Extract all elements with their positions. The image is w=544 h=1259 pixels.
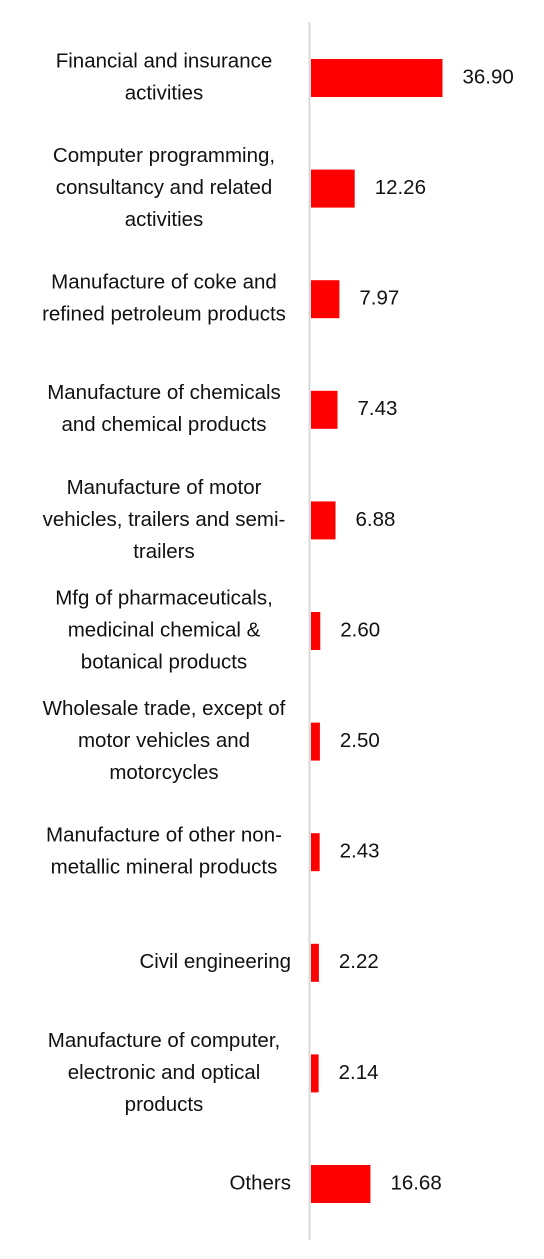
bar — [311, 280, 340, 319]
bars-group — [311, 59, 443, 1203]
category-label: Others — [229, 1171, 291, 1194]
category-label: Civil engineering — [139, 950, 291, 973]
value-label: 2.14 — [339, 1061, 379, 1084]
value-label: 6.88 — [356, 508, 396, 531]
value-label: 36.90 — [463, 65, 514, 88]
category-label-line: medicinal chemical & — [68, 618, 261, 641]
category-label-line: electronic and optical — [68, 1061, 261, 1084]
category-label-line: activities — [125, 208, 204, 231]
category-label-line: and chemical products — [61, 413, 266, 436]
category-label: Manufacture of computer, electronic and o… — [48, 1029, 280, 1116]
value-label: 2.22 — [339, 950, 379, 973]
category-label-line: Financial and insurance — [56, 49, 273, 72]
category-label: Wholesale trade, except of motor vehicles… — [43, 697, 286, 784]
category-label-line: Civil engineering — [139, 950, 291, 973]
category-label: Financial and insurance activities — [56, 49, 273, 104]
category-label-line: trailers — [133, 540, 195, 563]
bar — [311, 1054, 319, 1093]
category-label-line: Manufacture of computer, — [48, 1029, 280, 1052]
bar — [311, 169, 355, 208]
bar — [311, 722, 320, 761]
category-label-line: Wholesale trade, except of — [43, 697, 286, 720]
bar — [311, 612, 321, 650]
category-label-line: Manufacture of other non- — [46, 824, 282, 847]
category-label-line: vehicles, trailers and semi- — [43, 508, 286, 531]
category-label-line: motor vehicles and — [78, 729, 250, 752]
bar — [311, 59, 443, 97]
category-label-line: Manufacture of motor — [67, 476, 262, 499]
value-label: 7.43 — [357, 397, 397, 420]
value-label: 2.60 — [340, 618, 380, 641]
value-label: 12.26 — [375, 176, 426, 199]
bar — [311, 390, 338, 429]
category-label: Manufacture of chemicals and chemical pro… — [47, 381, 281, 436]
category-label: Computer programming, consultancy and rel… — [53, 144, 275, 231]
category-label: Manufacture of motor vehicles, trailers a… — [43, 476, 286, 563]
bar — [311, 501, 336, 540]
category-label: Manufacture of coke and refined petroleum… — [42, 271, 286, 326]
value-label: 2.50 — [340, 729, 380, 752]
category-label-line: activities — [125, 81, 204, 104]
value-label: 2.43 — [340, 840, 380, 863]
category-label-line: products — [125, 1093, 204, 1116]
category-label-line: Manufacture of coke and — [51, 271, 277, 294]
value-label: 7.97 — [359, 287, 399, 310]
category-label-line: refined petroleum products — [42, 303, 286, 326]
value-labels-group: 36.90 12.26 7.97 7.43 6.88 2.60 2.50 2.43 2.22 2.… — [339, 65, 514, 1194]
category-label-line: Manufacture of chemicals — [47, 381, 281, 404]
category-labels-group: Financial and insurance activitiesCompute… — [42, 49, 291, 1194]
bar — [311, 943, 319, 982]
category-label-line: motorcycles — [109, 761, 218, 784]
category-label-line: Mfg of pharmaceuticals, — [55, 586, 273, 609]
category-label-line: Others — [229, 1171, 291, 1194]
bar — [311, 833, 320, 872]
category-label-line: Computer programming, — [53, 144, 275, 167]
category-label-line: botanical products — [81, 650, 247, 673]
value-label: 16.68 — [390, 1171, 441, 1194]
category-label: Mfg of pharmaceuticals, medicinal chemica… — [55, 586, 273, 673]
bar — [311, 1165, 371, 1203]
category-label-line: metallic mineral products — [51, 856, 278, 879]
category-label-line: consultancy and related — [56, 176, 273, 199]
category-label: Manufacture of other non-metallic minera… — [46, 824, 282, 879]
